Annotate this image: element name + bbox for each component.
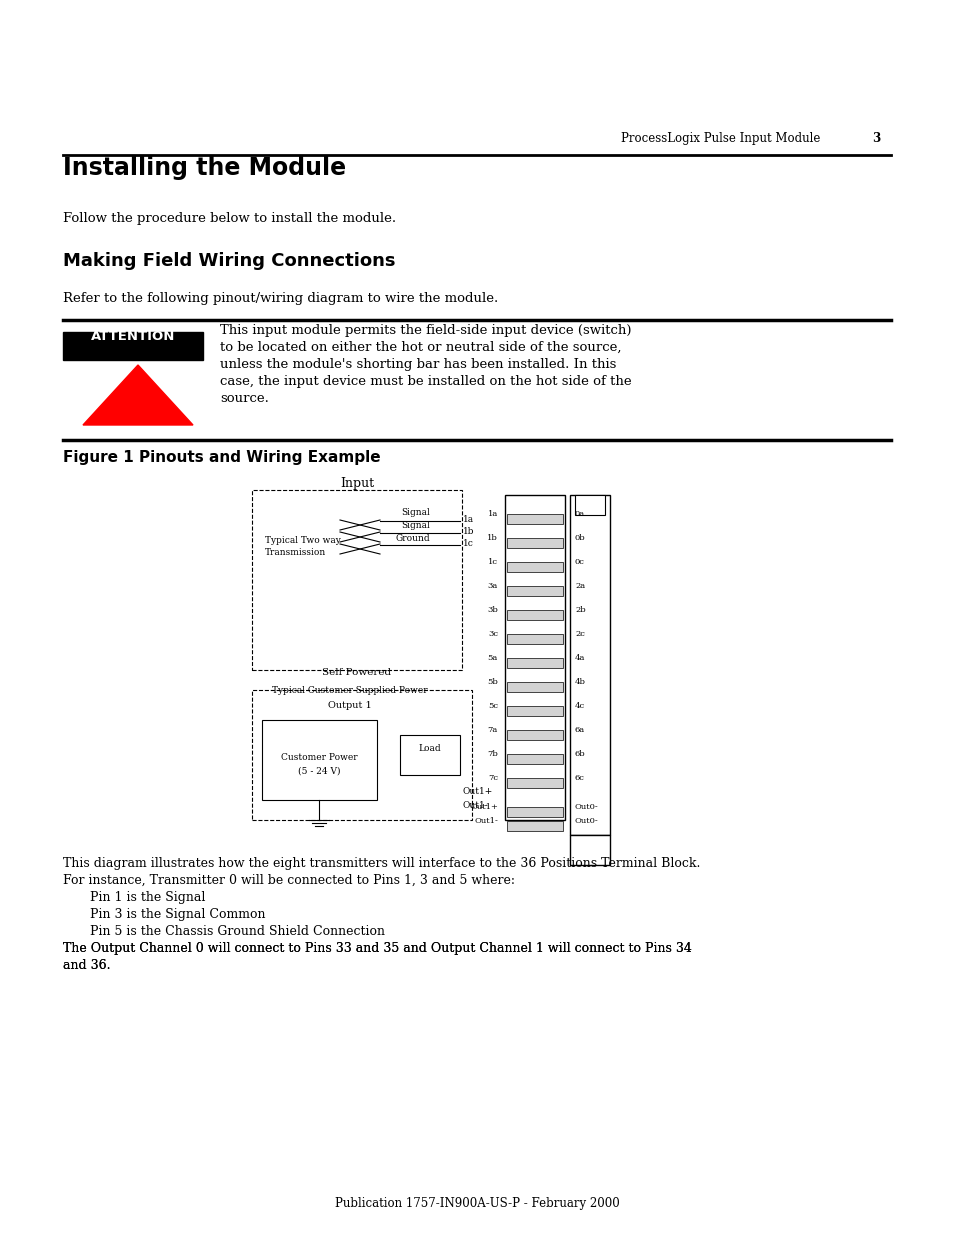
Text: Refer to the following pinout/wiring diagram to wire the module.: Refer to the following pinout/wiring dia… (63, 291, 497, 305)
Text: 1a: 1a (487, 510, 497, 517)
Text: Input: Input (339, 477, 374, 490)
Text: 4a: 4a (575, 655, 585, 662)
Text: 6a: 6a (575, 726, 584, 734)
Bar (506, 806, 562, 818)
Text: Figure 1 Pinouts and Wiring Example: Figure 1 Pinouts and Wiring Example (63, 450, 380, 466)
Text: Output 1: Output 1 (328, 701, 372, 710)
Text: 0a: 0a (575, 510, 584, 517)
Bar (506, 755, 562, 764)
FancyBboxPatch shape (63, 332, 203, 359)
Text: 7b: 7b (487, 750, 497, 758)
Bar (506, 658, 562, 668)
Bar (506, 821, 562, 831)
Bar (506, 562, 562, 572)
Text: 3a: 3a (487, 582, 497, 590)
Text: For instance, Transmitter 0 will be connected to Pins 1, 3 and 5 where:: For instance, Transmitter 0 will be conn… (63, 874, 515, 887)
Text: Self Powered: Self Powered (322, 668, 391, 677)
Text: 1c: 1c (488, 558, 497, 566)
Text: Out0-: Out0- (575, 803, 598, 811)
Bar (506, 585, 562, 597)
Text: 5c: 5c (488, 701, 497, 710)
Text: 1a: 1a (462, 515, 474, 524)
Bar (506, 634, 562, 643)
Text: 4c: 4c (575, 701, 584, 710)
Text: 0b: 0b (575, 534, 585, 542)
Text: Out0-: Out0- (575, 818, 598, 825)
Text: 3b: 3b (487, 606, 497, 614)
Text: Signal: Signal (401, 521, 430, 530)
Text: Pin 5 is the Chassis Ground Shield Connection: Pin 5 is the Chassis Ground Shield Conne… (90, 925, 385, 939)
Text: Out1-: Out1- (474, 818, 497, 825)
Text: Out1-: Out1- (462, 802, 488, 810)
Text: 7a: 7a (487, 726, 497, 734)
Text: The Output Channel 0 will connect to Pins 33 and 35 and Output Channel 1 will co: The Output Channel 0 will connect to Pin… (63, 942, 691, 955)
Text: 6c: 6c (575, 774, 584, 782)
Text: 3: 3 (871, 132, 879, 144)
Text: ATTENTION: ATTENTION (91, 330, 175, 343)
Bar (506, 706, 562, 716)
Text: The Output Channel 0 will connect to Pins 33 and 35 and Output Channel 1 will co: The Output Channel 0 will connect to Pin… (63, 942, 691, 955)
Text: case, the input device must be installed on the hot side of the: case, the input device must be installed… (220, 375, 631, 388)
Text: 6b: 6b (575, 750, 585, 758)
Text: Pin 1 is the Signal: Pin 1 is the Signal (90, 890, 205, 904)
Text: 3c: 3c (488, 630, 497, 638)
Text: Transmission: Transmission (265, 548, 326, 557)
Text: 1b: 1b (462, 527, 474, 536)
Text: This input module permits the field-side input device (switch): This input module permits the field-side… (220, 324, 631, 337)
Text: Typical Customer Supplied Power: Typical Customer Supplied Power (272, 685, 427, 695)
Text: Ground: Ground (395, 534, 430, 543)
Text: 2b: 2b (575, 606, 585, 614)
Text: source.: source. (220, 391, 269, 405)
Text: Load: Load (418, 743, 441, 753)
Text: Signal: Signal (401, 508, 430, 517)
Text: Typical Two way: Typical Two way (265, 536, 340, 545)
Text: Pin 3 is the Signal Common: Pin 3 is the Signal Common (90, 908, 265, 921)
Text: Customer Power: Customer Power (280, 753, 357, 762)
Bar (506, 514, 562, 524)
Text: and 36.: and 36. (63, 960, 111, 972)
Text: 0c: 0c (575, 558, 584, 566)
Text: to be located on either the hot or neutral side of the source,: to be located on either the hot or neutr… (220, 341, 620, 354)
Bar (506, 778, 562, 788)
Text: Making Field Wiring Connections: Making Field Wiring Connections (63, 252, 395, 270)
Text: and 36.: and 36. (63, 960, 111, 972)
Text: 1c: 1c (462, 538, 474, 548)
Text: 2a: 2a (575, 582, 584, 590)
Text: 2c: 2c (575, 630, 584, 638)
Text: 5b: 5b (487, 678, 497, 685)
Text: This diagram illustrates how the eight transmitters will interface to the 36 Pos: This diagram illustrates how the eight t… (63, 857, 700, 869)
Text: ProcessLogix Pulse Input Module: ProcessLogix Pulse Input Module (620, 132, 820, 144)
Bar (506, 730, 562, 740)
Text: Publication 1757-IN900A-US-P - February 2000: Publication 1757-IN900A-US-P - February … (335, 1197, 618, 1210)
Text: 7c: 7c (488, 774, 497, 782)
Bar (569, 495, 609, 835)
Text: Follow the procedure below to install the module.: Follow the procedure below to install th… (63, 212, 395, 225)
Text: 5a: 5a (487, 655, 497, 662)
Bar (569, 835, 609, 864)
Text: Out1+: Out1+ (470, 803, 497, 811)
Text: Out1+: Out1+ (462, 787, 493, 797)
Text: (5 - 24 V): (5 - 24 V) (297, 767, 340, 776)
Bar (504, 495, 564, 820)
Text: unless the module's shorting bar has been installed. In this: unless the module's shorting bar has bee… (220, 358, 616, 370)
Bar (506, 538, 562, 548)
Bar (506, 610, 562, 620)
Bar (575, 495, 604, 515)
Text: 4b: 4b (575, 678, 585, 685)
Polygon shape (83, 366, 193, 425)
Bar (506, 682, 562, 692)
Text: 1b: 1b (487, 534, 497, 542)
Text: Installing the Module: Installing the Module (63, 156, 346, 180)
